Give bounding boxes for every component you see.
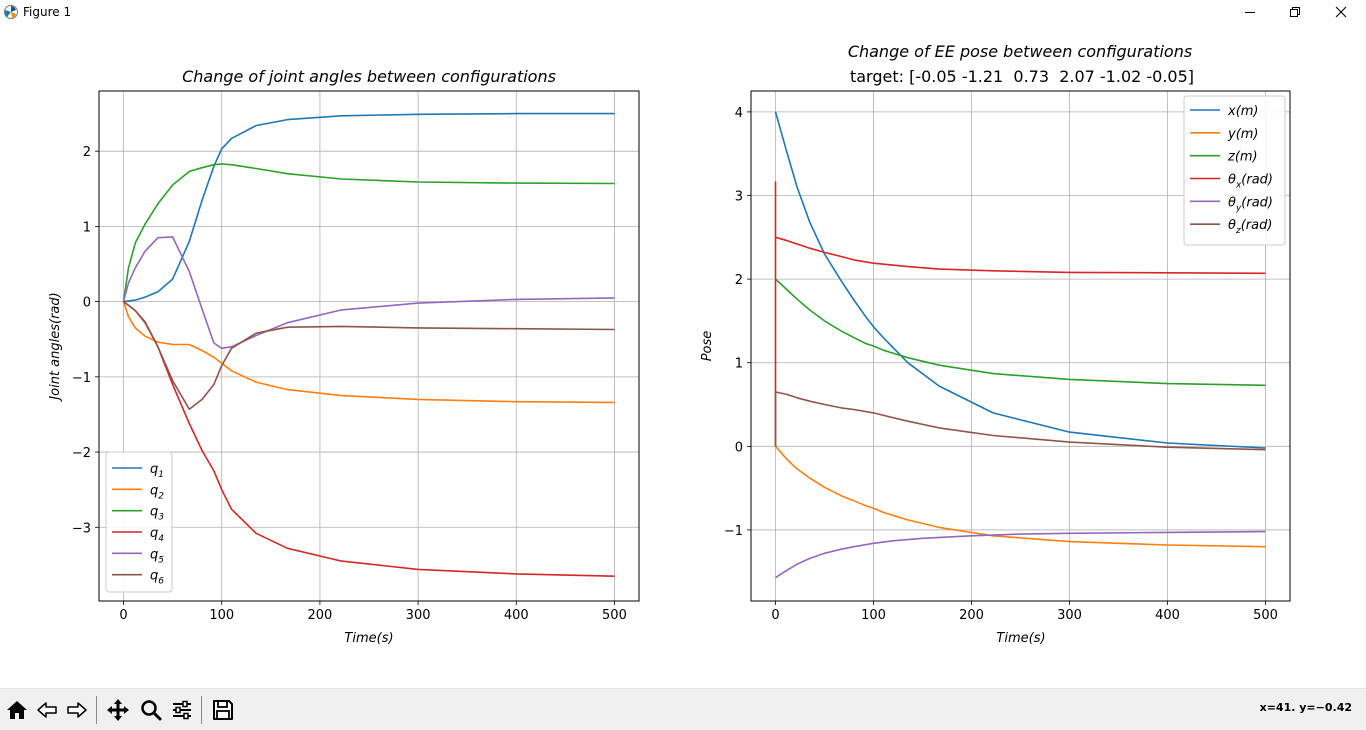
legend-label: z(m) — [1227, 150, 1258, 165]
restore-button[interactable] — [1272, 0, 1318, 24]
y-tick-label: 0 — [83, 296, 91, 311]
home-icon — [7, 701, 27, 719]
ee-pose-ticks: 0 100 200 300 400 500 −1 0 1 2 3 4 — [724, 106, 1278, 623]
zoom-button[interactable] — [137, 696, 165, 724]
navigation-toolbar: x=41. y=−0.42 — [0, 688, 1366, 730]
series-line-q2 — [122, 301, 615, 404]
ee-pose-ylabel: Pose — [700, 331, 715, 362]
back-button[interactable] — [33, 696, 61, 724]
y-tick-label: 3 — [735, 190, 743, 205]
home-button[interactable] — [3, 696, 31, 724]
y-tick-label: −1 — [724, 524, 743, 539]
save-button[interactable] — [209, 696, 237, 724]
ee-pose-frame — [750, 90, 1291, 602]
joint-angles-title: Change of joint angles between configura… — [182, 67, 556, 86]
series-line-q1 — [123, 112, 615, 303]
y-tick-label: 2 — [83, 145, 91, 160]
series-line-q4 — [123, 300, 615, 577]
joint-angles-xlabel: Time(s) — [344, 631, 393, 646]
legend-label: q6 — [150, 569, 164, 587]
zoom-icon — [141, 700, 162, 721]
forward-button[interactable] — [63, 696, 91, 724]
joint-angles-ticks: 0 100 200 300 400 500 −3 −2 −1 0 1 2 — [72, 145, 627, 623]
x-tick-label: 100 — [861, 608, 886, 623]
y-tick-label: −1 — [72, 371, 91, 386]
y-tick-label: 2 — [735, 273, 743, 288]
series-line-q6 — [123, 300, 615, 411]
save-icon — [213, 700, 233, 720]
y-tick-label: −2 — [72, 446, 91, 461]
legend-label: q1 — [150, 462, 164, 480]
close-button[interactable] — [1318, 0, 1364, 24]
y-tick-label: 4 — [735, 106, 743, 121]
series-line-q3 — [122, 163, 615, 302]
matplotlib-logo-icon — [4, 5, 18, 19]
series-line-θx(rad) — [774, 181, 1266, 447]
cursor-coordinates: x=41. y=−0.42 — [1259, 701, 1352, 714]
toolbar-separator — [201, 696, 202, 724]
legend-label: q5 — [150, 547, 164, 565]
legend-box — [105, 451, 173, 593]
x-tick-label: 200 — [959, 608, 984, 623]
x-tick-label: 0 — [119, 608, 127, 623]
x-tick-label: 500 — [602, 608, 627, 623]
legend-label: θy(rad) — [1228, 195, 1273, 213]
y-tick-label: 0 — [735, 440, 743, 455]
close-icon — [1335, 6, 1347, 18]
toolbar-separator — [96, 696, 97, 724]
pan-button[interactable] — [104, 696, 132, 724]
x-tick-label: 300 — [406, 608, 431, 623]
x-tick-label: 0 — [771, 608, 779, 623]
legend-label: y(m) — [1227, 127, 1259, 142]
series-line-θz(rad) — [774, 391, 1266, 451]
joint-angles-lines — [122, 112, 615, 577]
x-tick-label: 400 — [504, 608, 529, 623]
legend-label: q2 — [150, 483, 164, 501]
series-line-x(m) — [774, 111, 1266, 449]
series-line-q5 — [122, 236, 615, 350]
back-icon — [37, 702, 57, 718]
figure-canvas[interactable]: 0 100 200 300 400 500 −3 −2 −1 0 1 2 Change of join… — [0, 24, 1366, 688]
legend-label: x(m) — [1227, 104, 1259, 119]
series-line-y(m) — [774, 445, 1266, 548]
y-tick-label: −3 — [72, 521, 91, 536]
ee-pose-xlabel: Time(s) — [996, 631, 1045, 646]
x-tick-label: 300 — [1057, 608, 1082, 623]
ee-pose-title: Change of EE pose between configurations — [848, 42, 1192, 61]
x-tick-label: 500 — [1253, 608, 1278, 623]
series-line-θy(rad) — [775, 530, 1266, 579]
minimize-button[interactable] — [1227, 0, 1273, 24]
x-tick-label: 200 — [307, 608, 332, 623]
configure-subplots-button[interactable] — [168, 696, 196, 724]
x-tick-label: 100 — [209, 608, 234, 623]
joint-angles-frame — [98, 90, 640, 602]
joint-angles-grid — [99, 91, 639, 601]
legend-label: θz(rad) — [1228, 218, 1272, 236]
window-titlebar: Figure 1 — [0, 0, 1366, 24]
window-title: Figure 1 — [23, 5, 72, 19]
y-tick-label: 1 — [735, 357, 743, 372]
legend-label: q4 — [150, 526, 164, 544]
ee-pose-lines — [774, 111, 1266, 579]
configure-subplots-icon — [173, 700, 191, 720]
legend-label: θx(rad) — [1228, 173, 1273, 191]
ee-pose-legend: x(m) y(m) z(m) θx(rad) θy(rad) θz(rad) — [1183, 95, 1286, 246]
restore-icon — [1290, 7, 1300, 17]
x-tick-label: 400 — [1155, 608, 1180, 623]
series-line-z(m) — [774, 278, 1266, 387]
minimize-icon — [1245, 12, 1255, 13]
ee-pose-grid — [751, 91, 1290, 601]
ee-pose-subtitle: target: [-0.05 -1.21 0.73 2.07 -1.02 -0.… — [850, 67, 1194, 86]
pan-icon — [107, 699, 129, 721]
joint-angles-ylabel: Joint angles(rad) — [48, 292, 63, 402]
y-tick-label: 1 — [83, 220, 91, 235]
ee-pose-axes: 0 100 200 300 400 500 −1 0 1 2 3 4 Change of EE pos… — [700, 42, 1291, 646]
legend-label: q3 — [150, 505, 164, 523]
forward-icon — [67, 702, 87, 718]
joint-angles-axes: 0 100 200 300 400 500 −3 −2 −1 0 1 2 Change of join… — [48, 67, 640, 646]
joint-angles-legend: q1 q2 q3 q4 q5 q6 — [105, 451, 173, 593]
